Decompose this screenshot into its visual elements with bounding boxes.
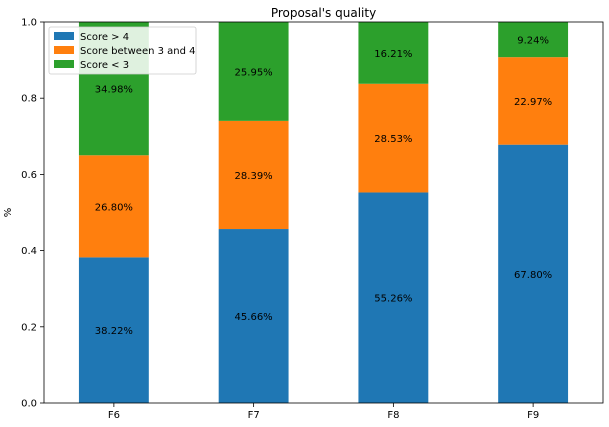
x-tick-label-f7: F7	[248, 410, 260, 421]
data-label-f6-series-2: 34.98%	[95, 85, 133, 96]
bar-f7-series-1	[218, 120, 289, 230]
data-label-f7-series-1: 28.39%	[235, 171, 273, 182]
legend-swatch-2	[54, 60, 74, 68]
data-label-f6-series-0: 38.22%	[95, 326, 133, 337]
data-label-f9-series-1: 22.97%	[514, 97, 552, 108]
y-tick-label-2: 0.4	[21, 246, 37, 257]
bar-f9-series-2	[498, 21, 569, 58]
data-label-f7-series-0: 45.66%	[235, 312, 273, 323]
y-tick-label-4: 0.8	[21, 94, 37, 105]
bar-f8-series-2	[358, 22, 429, 84]
data-label-f8-series-2: 16.21%	[374, 49, 412, 60]
chart-title: Proposal's quality	[271, 6, 376, 20]
bar-f8-series-0	[358, 192, 429, 403]
data-label-f6-series-1: 26.80%	[95, 202, 133, 213]
data-label-f9-series-0: 67.80%	[514, 270, 552, 281]
data-label-f7-series-2: 25.95%	[235, 67, 273, 78]
x-tick-label-f6: F6	[108, 410, 120, 421]
y-tick-label-5: 1.0	[21, 18, 37, 29]
legend-label-0: Score > 4	[80, 32, 129, 43]
legend-label-2: Score < 3	[80, 60, 129, 71]
bar-f6-series-0	[78, 257, 149, 403]
data-label-f9-series-2: 9.24%	[517, 36, 549, 47]
legend-box	[48, 26, 197, 75]
data-label-f8-series-1: 28.53%	[374, 134, 412, 145]
y-tick-label-1: 0.2	[21, 322, 37, 333]
y-axis-label: %	[3, 208, 14, 218]
legend-swatch-1	[54, 46, 74, 54]
y-tick-label-0: 0.0	[21, 399, 37, 410]
x-tick-label-f9: F9	[527, 410, 539, 421]
bar-f7-series-2	[218, 22, 289, 121]
bar-f9-series-1	[498, 57, 569, 145]
plot-frame	[43, 21, 604, 404]
data-label-f8-series-0: 55.26%	[374, 294, 412, 305]
y-tick-label-3: 0.6	[21, 170, 37, 181]
legend: Score > 4 Score between 3 and 4 Score < 3	[48, 26, 197, 75]
bar-f7-series-0	[218, 229, 289, 403]
bar-f9-series-0	[498, 144, 569, 403]
legend-swatch-0	[54, 32, 74, 40]
bar-f6-series-1	[78, 155, 149, 258]
bar-f8-series-1	[358, 83, 429, 193]
legend-label-1: Score between 3 and 4	[80, 46, 196, 57]
plot-area: 38.22% 26.80% 34.98% F6 45.66% 28.39% 25.95% F7…	[21, 18, 604, 421]
x-tick-label-f8: F8	[387, 410, 399, 421]
